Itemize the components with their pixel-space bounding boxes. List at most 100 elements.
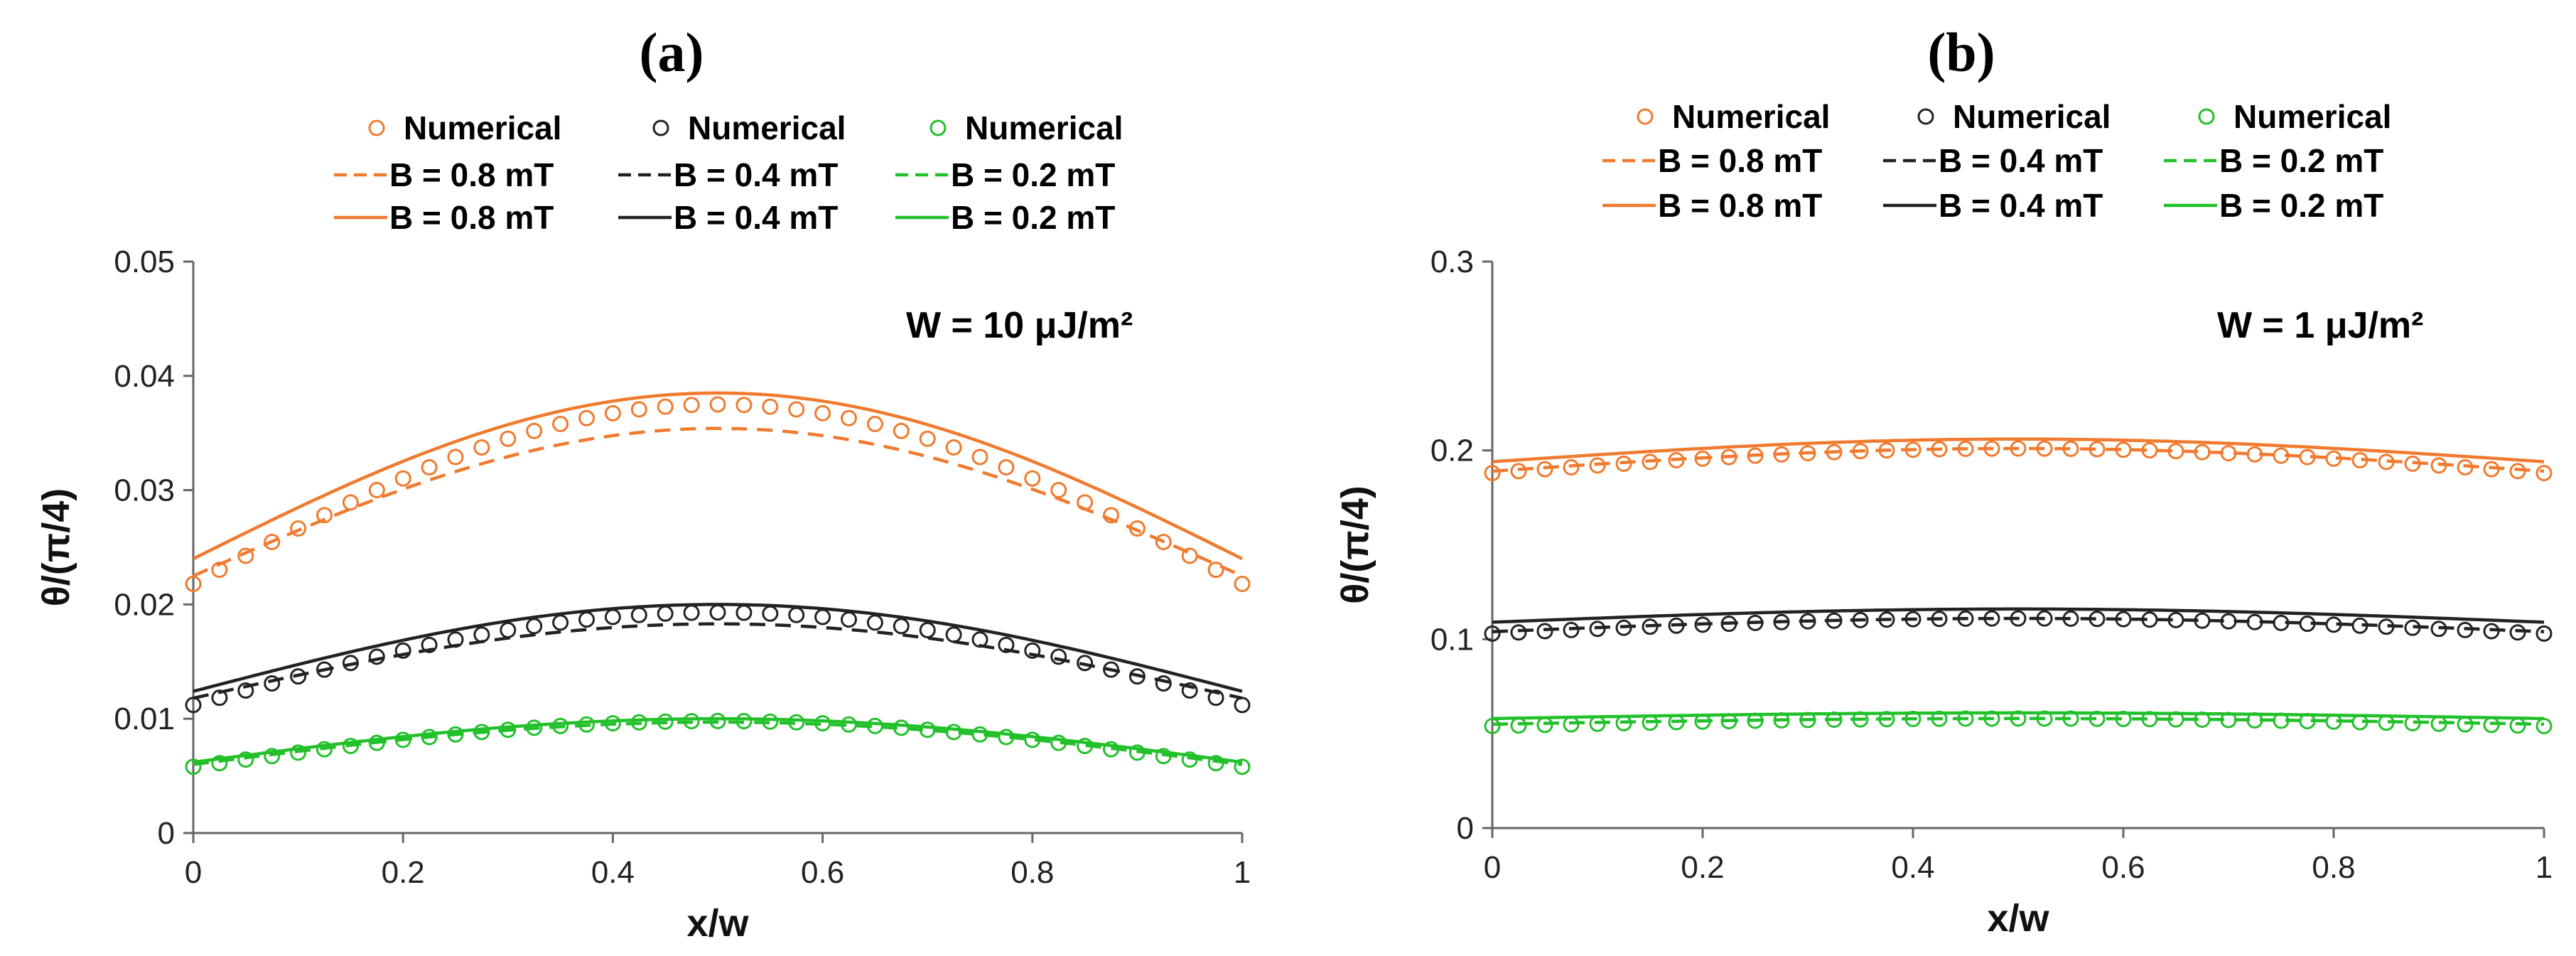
- panel-a-legend-marker: [652, 119, 669, 136]
- panel-a-data-point: [1024, 642, 1041, 659]
- panel-a-data-point: [762, 605, 779, 622]
- panel-a-y-axis-label: θ/(π/4): [35, 488, 77, 607]
- panel-a-data-point: [237, 547, 254, 564]
- panel-a-legend-entry: B = 0.4 mT: [618, 156, 838, 193]
- panel-b-legend-entry: B = 0.8 mT: [1602, 142, 1822, 179]
- panel-b-legend-label: B = 0.8 mT: [1658, 187, 1822, 224]
- panel-b-series-line-dashed: [1492, 716, 2545, 726]
- panel-b-legend-marker: [1637, 108, 1654, 125]
- panel-a-data-point: [1207, 689, 1224, 707]
- panel-a-series-line-dashed: [193, 720, 1243, 766]
- panel-b-y-tick-label: 0: [1457, 811, 1474, 846]
- panel-b-y-tick-label: 0.2: [1430, 434, 1474, 468]
- panel-b-data-point: [1510, 624, 1527, 641]
- panel-a-data-point: [709, 396, 726, 413]
- panel-a-data-point: [814, 608, 831, 625]
- panel-a-data-point: [998, 458, 1015, 476]
- panel-a-legend-label: Numerical: [404, 109, 561, 146]
- panel-a-data-point: [788, 606, 805, 623]
- panel-a-series-line-dashed: [193, 622, 1243, 700]
- panel-b-legend-label: Numerical: [1953, 98, 2111, 135]
- panel-a-data-point: [264, 748, 281, 765]
- panel-b-legend-label: B = 0.4 mT: [1939, 187, 2103, 224]
- panel-a-data-point: [735, 604, 753, 621]
- panel-a-legend-marker: [929, 119, 947, 136]
- panel-a-data-point: [762, 398, 779, 415]
- panel-a-data-point: [788, 401, 805, 418]
- panel-a-data-point: [237, 751, 254, 768]
- panel-b-data-point: [1510, 717, 1527, 734]
- panel-b-legend-marker: [2198, 108, 2215, 125]
- panel-a-data-point: [683, 604, 700, 621]
- panel-a-data-point: [998, 636, 1015, 653]
- panel-a-legend-label: B = 0.2 mT: [951, 199, 1115, 236]
- panel-b-legend-entry: B = 0.2 mT: [2164, 142, 2383, 179]
- panel-a-legend-entry: Numerical: [368, 109, 561, 146]
- panel-a-data-point: [552, 614, 569, 631]
- panel-a-data-point: [421, 636, 438, 653]
- panel-a-data-point: [1234, 697, 1251, 714]
- panel-a-series-line-solid: [193, 391, 1243, 561]
- panel-a-legend-entry: B = 0.8 mT: [334, 156, 554, 193]
- panel-a-data-point: [264, 534, 281, 551]
- panel-a-legend-label: Numerical: [688, 109, 846, 146]
- panel-a-legend-entry: Numerical: [652, 109, 846, 146]
- panel-b-data-point: [2509, 717, 2526, 734]
- panel-a-data-point: [1234, 575, 1251, 592]
- panel-a-data-point: [473, 439, 490, 456]
- panel-a-legend-entry: B = 0.2 mT: [895, 199, 1115, 236]
- panel-a-data-point: [866, 416, 883, 433]
- panel-b-legend-label: Numerical: [1672, 98, 1830, 135]
- panel-a-x-axis-label: x/w: [686, 902, 749, 945]
- panel-a-data-point: [185, 758, 202, 775]
- panel-a-legend-label: B = 0.2 mT: [951, 156, 1115, 193]
- panel-b-series-line-solid: [1492, 711, 2545, 721]
- panel-a-legend-label: B = 0.4 mT: [674, 156, 838, 193]
- panel-b-data-point: [1536, 716, 1553, 734]
- panel-a-data-point: [368, 482, 385, 499]
- panel-b-data-point: [1484, 465, 1501, 482]
- panel-a-data-point: [1077, 655, 1094, 672]
- panel-a-data-point: [919, 622, 936, 639]
- panel-a-legend-entry: B = 0.4 mT: [618, 199, 838, 236]
- panel-b-group: (b) 0 0.1 0.2 0.3 0 0.2 0.4 0.6 0.8 1 x/w θ/(π/4) W =…: [1334, 21, 2553, 940]
- panel-b-legend-label: Numerical: [2233, 98, 2391, 135]
- panel-a-series-line-solid: [193, 716, 1243, 764]
- panel-a-data-point: [237, 682, 254, 699]
- panel-a-data-point: [290, 520, 307, 537]
- panel-b-data-point: [1563, 458, 1580, 476]
- panel-a-data-point: [342, 494, 359, 511]
- panel-b-series-line-solid: [1492, 607, 2545, 624]
- panel-a-data-point: [578, 409, 595, 426]
- panel-a-data-point: [211, 755, 228, 772]
- panel-a-data-point: [841, 409, 857, 426]
- panel-a-y-tick-label: 0.05: [114, 245, 175, 279]
- panel-b-legend-entry: B = 0.2 mT: [2164, 187, 2383, 224]
- panel-a-data-point: [1181, 547, 1198, 564]
- panel-a-data-point: [394, 642, 411, 659]
- panel-a-x-tick-label: 0.2: [382, 855, 425, 890]
- panel-b-data-point: [1615, 455, 1632, 472]
- panel-a-data-point: [630, 401, 647, 418]
- panel-a-legend-label: B = 0.8 mT: [389, 199, 554, 236]
- panel-b-y-axis-label: θ/(π/4): [1334, 485, 1376, 604]
- panel-a-data-point: [264, 675, 281, 692]
- panel-b-series-line-dashed: [1492, 616, 2545, 633]
- panel-b-series-line-solid: [1492, 437, 2545, 463]
- panel-b-x-axis-label: x/w: [1987, 897, 2049, 940]
- panel-b-x-tick-label: 0.6: [2101, 850, 2145, 885]
- panel-b-annotation: W = 1 μJ/m²: [2217, 305, 2423, 346]
- panel-a-data-point: [1207, 562, 1224, 579]
- panel-b-legend-label: B = 0.4 mT: [1939, 142, 2103, 179]
- panel-a-x-tick-label: 0.6: [801, 855, 844, 890]
- panel-b-data-point: [2535, 625, 2553, 642]
- panel-b-data-point: [1484, 718, 1501, 735]
- panel-b-legend-entry: Numerical: [1637, 98, 1830, 135]
- panel-a-data-point: [866, 614, 883, 631]
- panel-a-legend-label: B = 0.8 mT: [389, 156, 554, 193]
- panel-a-series-line-solid: [193, 603, 1243, 693]
- panel-a-data-point: [394, 470, 411, 487]
- panel-a-data-point: [526, 422, 543, 439]
- panel-a-data-point: [368, 648, 385, 665]
